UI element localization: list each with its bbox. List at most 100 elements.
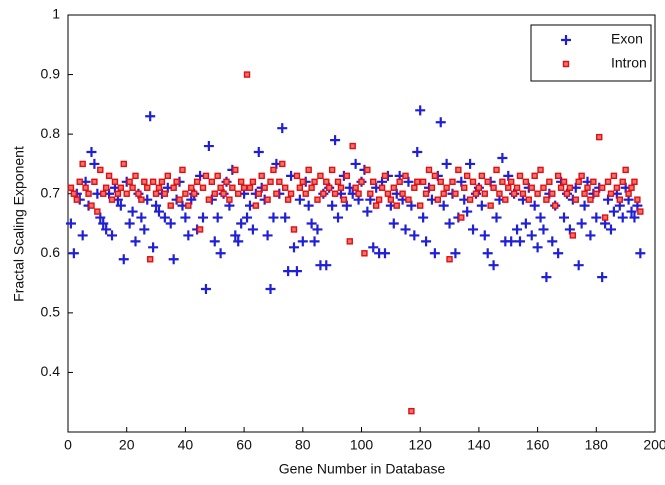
point — [149, 178, 157, 186]
point — [411, 184, 418, 191]
point — [634, 196, 641, 203]
point — [130, 236, 141, 247]
point — [217, 184, 224, 191]
point — [312, 224, 323, 235]
point — [450, 248, 461, 259]
point — [463, 172, 471, 180]
point — [77, 230, 88, 241]
point — [605, 224, 616, 235]
point — [535, 212, 546, 223]
point — [449, 178, 456, 186]
point — [572, 196, 579, 203]
point — [132, 172, 139, 180]
point — [114, 190, 122, 197]
point — [487, 202, 494, 209]
point — [554, 172, 562, 180]
point — [105, 172, 113, 180]
point — [328, 166, 336, 174]
point — [557, 184, 565, 191]
x-tick-label: 80 — [295, 437, 311, 453]
point — [525, 196, 532, 203]
point — [496, 190, 503, 197]
point — [202, 172, 210, 180]
point — [597, 272, 608, 283]
x-tick-label: 180 — [585, 437, 609, 453]
point — [532, 242, 543, 253]
point — [108, 196, 116, 203]
point — [466, 196, 474, 203]
legend-marker — [562, 60, 570, 68]
point — [152, 190, 160, 197]
point — [220, 190, 227, 197]
point — [138, 196, 145, 203]
point — [327, 200, 338, 211]
point — [566, 184, 574, 191]
y-tick-label: 0.4 — [41, 363, 61, 379]
point — [94, 208, 101, 215]
point — [497, 152, 508, 163]
y-tick-label: 0.9 — [41, 65, 61, 81]
point — [309, 236, 320, 247]
point — [364, 166, 371, 174]
point — [358, 178, 365, 186]
point — [553, 248, 564, 259]
point — [578, 172, 585, 180]
point — [469, 178, 477, 186]
x-tick-label: 140 — [467, 437, 491, 453]
point — [591, 212, 602, 223]
point — [102, 184, 110, 191]
point — [199, 184, 207, 191]
point — [435, 117, 446, 128]
point — [107, 230, 118, 241]
point — [183, 230, 194, 241]
point — [590, 178, 597, 186]
point — [229, 184, 236, 191]
point — [378, 184, 386, 191]
point — [462, 206, 473, 217]
point — [236, 218, 247, 229]
point — [185, 202, 192, 209]
point — [331, 190, 339, 197]
x-tick-label: 40 — [178, 437, 194, 453]
point — [334, 178, 342, 186]
point — [120, 160, 127, 168]
point — [421, 236, 432, 247]
point — [208, 178, 216, 186]
point — [76, 178, 83, 186]
point — [127, 206, 138, 217]
point — [381, 172, 389, 180]
point — [314, 196, 321, 203]
point — [390, 184, 397, 191]
point — [97, 166, 104, 174]
point — [455, 166, 462, 174]
point — [144, 184, 151, 191]
point — [581, 190, 588, 197]
point — [155, 184, 163, 191]
point — [493, 166, 500, 174]
point — [296, 184, 304, 191]
point — [465, 158, 476, 169]
point — [148, 242, 159, 253]
point — [297, 236, 308, 247]
point — [425, 166, 433, 174]
x-tick-label: 160 — [526, 437, 550, 453]
point — [482, 248, 493, 259]
point — [214, 172, 221, 180]
point — [139, 224, 150, 235]
point — [617, 212, 628, 223]
point — [350, 158, 361, 169]
point — [443, 184, 450, 191]
point — [85, 190, 92, 197]
point — [141, 178, 148, 186]
point — [273, 190, 280, 197]
point — [502, 196, 509, 203]
point — [170, 184, 177, 191]
point — [299, 178, 306, 186]
point — [65, 218, 76, 229]
point — [579, 200, 590, 211]
point — [513, 184, 521, 191]
legend-marker — [561, 35, 571, 45]
point — [549, 190, 556, 197]
point — [153, 206, 164, 217]
point — [610, 172, 618, 180]
